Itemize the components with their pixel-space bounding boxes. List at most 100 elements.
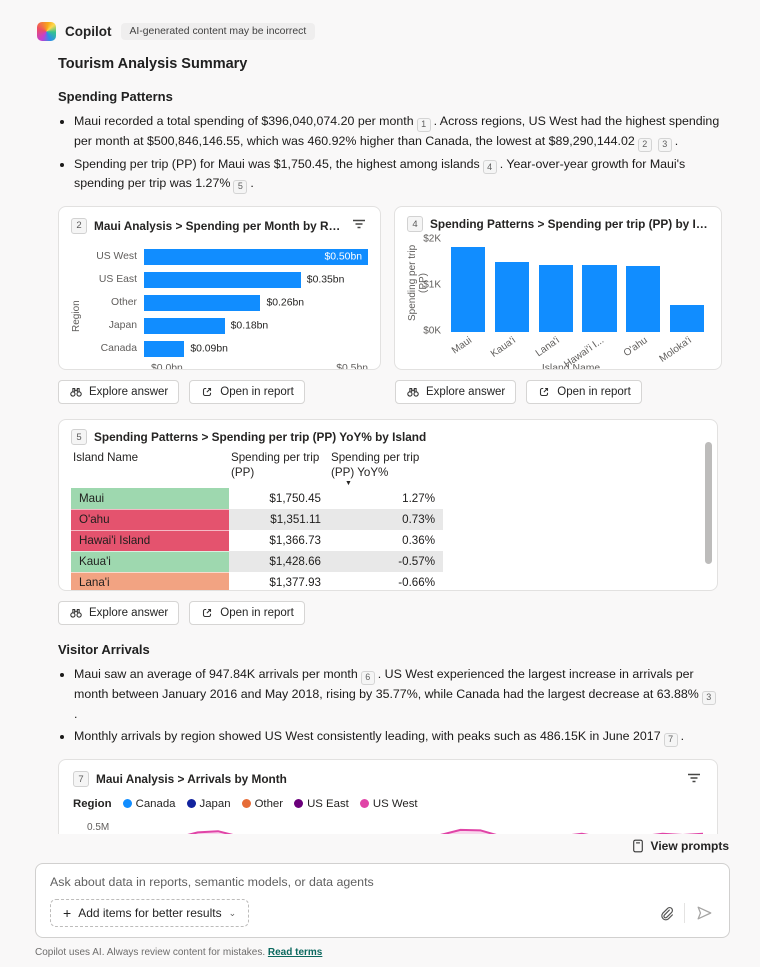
island-cell: Maui — [71, 488, 229, 510]
chat-composer[interactable]: + Add items for better results ⌄ — [35, 863, 730, 938]
table-row-o-ahu[interactable]: O'ahu $1,351.11 0.73% — [71, 509, 443, 531]
bar[interactable] — [144, 340, 185, 357]
bar-column-5 — [621, 234, 665, 333]
x-label-wrap: Kaua'i — [489, 332, 534, 363]
bar-row-us-east: US East $0.35bn — [84, 268, 368, 291]
table-row-lana-i[interactable]: Lana'i $1,377.93 -0.66% — [71, 572, 443, 591]
bullet-text: . — [250, 176, 254, 191]
table-row-hawai-i-island[interactable]: Hawai'i Island $1,366.73 0.36% — [71, 530, 443, 552]
reference-chip[interactable]: 4 — [407, 216, 424, 233]
column-header-yoy-label: Spending per trip (PP) YoY% — [331, 451, 420, 480]
explore-answer-button[interactable]: Explore answer — [58, 380, 180, 405]
open-external-icon — [203, 609, 212, 618]
paperclip-icon — [661, 906, 674, 920]
bar-row-canada: Canada $0.09bn — [84, 337, 368, 360]
bar-value-label: $0.09bn — [190, 343, 228, 355]
explore-answer-button[interactable]: Explore answer — [58, 601, 180, 626]
bar-column-3 — [534, 234, 578, 333]
legend-item-japan[interactable]: Japan — [186, 798, 231, 810]
chevron-down-icon: ⌄ — [228, 907, 237, 918]
bar-value-label: $0.35bn — [306, 274, 345, 286]
bar[interactable] — [669, 305, 705, 333]
reference-chip[interactable]: 2 — [637, 137, 652, 152]
bar[interactable] — [144, 317, 225, 334]
bar[interactable]: $0.50bn — [144, 248, 369, 265]
view-prompts-button[interactable]: View prompts — [0, 836, 760, 856]
bar[interactable] — [626, 266, 661, 333]
legend-dot — [294, 799, 304, 809]
explore-answer-button[interactable]: Explore answer — [395, 380, 517, 405]
bar-track: $0.18bn — [144, 317, 368, 334]
read-terms-link[interactable]: Read terms — [267, 947, 323, 958]
open-in-report-button[interactable]: Open in report — [189, 601, 305, 626]
open-in-report-label: Open in report — [220, 386, 294, 399]
open-in-report-button[interactable]: Open in report — [526, 380, 642, 405]
chart-card-spending-by-region[interactable]: 2 Maui Analysis > Spending per Month by … — [58, 206, 382, 371]
chart-legend: Region Canada Japan Other US East US West — [73, 798, 703, 810]
legend-item-us-west[interactable]: US West — [359, 797, 418, 810]
filter-icon[interactable] — [350, 216, 368, 235]
bullet-text: . — [680, 728, 685, 743]
table-row-maui[interactable]: Maui $1,750.45 1.27% — [71, 488, 443, 510]
bar-column-2 — [490, 234, 534, 333]
legal-disclaimer: Copilot uses AI. Always review content f… — [35, 947, 725, 958]
legend-title: Region — [73, 797, 112, 810]
area-line-us-west[interactable] — [117, 828, 703, 834]
open-in-report-button[interactable]: Open in report — [189, 380, 305, 405]
reference-chip[interactable]: 5 — [71, 429, 87, 446]
reference-chip[interactable]: 2 — [71, 217, 87, 234]
copilot-logo-icon — [37, 22, 56, 41]
table-card-yoy-by-island[interactable]: 5 Spending Patterns > Spending per trip … — [58, 419, 718, 592]
binoculars-icon — [407, 388, 419, 397]
chart-card-spending-per-trip[interactable]: 4 Spending Patterns > Spending per trip … — [394, 206, 722, 371]
bar[interactable] — [144, 294, 261, 311]
table-scrollbar-thumb[interactable] — [705, 442, 712, 565]
legend-item-us-east[interactable]: US East — [294, 798, 349, 810]
chat-scroll-area[interactable]: Copilot AI-generated content may be inco… — [0, 0, 760, 834]
category-label: US West — [96, 251, 137, 263]
table-row-kaua-i[interactable]: Kaua'i $1,428.66 -0.57% — [71, 551, 443, 573]
column-header-island[interactable]: Island Name — [73, 451, 139, 465]
explore-answer-label: Explore answer — [89, 607, 169, 620]
reference-chip[interactable]: 5 — [233, 180, 248, 195]
plus-icon: + — [63, 905, 72, 921]
reference-chip[interactable]: 3 — [701, 690, 716, 705]
reference-chip[interactable]: 7 — [73, 771, 89, 788]
binoculars-icon — [70, 609, 82, 618]
area-plot — [117, 828, 703, 834]
column-header-yoy[interactable]: Spending per trip (PP) YoY% ▼ — [329, 448, 443, 488]
filter-icon[interactable] — [685, 770, 703, 789]
y-tick: $0K — [423, 325, 442, 337]
x-label-wrap: Hawai'i I... — [562, 332, 622, 369]
reference-chip[interactable]: 6 — [360, 671, 375, 686]
bar[interactable] — [450, 246, 486, 333]
bar[interactable] — [494, 262, 529, 333]
legend-item-other[interactable]: Other — [241, 798, 283, 810]
send-button[interactable] — [693, 902, 715, 924]
bar-column-6 — [665, 234, 709, 333]
reference-chip[interactable]: 4 — [482, 160, 497, 175]
reference-chip[interactable]: 3 — [657, 137, 672, 152]
chat-input[interactable] — [50, 875, 715, 889]
visitor-bullets: Maui saw an average of 947.84K arrivals … — [58, 665, 722, 747]
attach-button[interactable] — [655, 903, 676, 924]
bar[interactable] — [538, 264, 573, 333]
bullet-spending-1: Maui recorded a total spending of $396,0… — [74, 112, 722, 152]
legend-label: US West — [372, 797, 418, 810]
explore-answer-label: Explore answer — [89, 386, 169, 399]
column-header-spend[interactable]: Spending per trip (PP) — [231, 451, 320, 480]
bar-row-japan: Japan $0.18bn — [84, 314, 368, 337]
reference-chip[interactable]: 1 — [416, 117, 431, 132]
y-tick: $2K — [423, 233, 442, 245]
spending-bullets: Maui recorded a total spending of $396,0… — [58, 112, 722, 195]
add-items-button[interactable]: + Add items for better results ⌄ — [50, 899, 250, 927]
legend-item-canada[interactable]: Canada — [122, 798, 176, 810]
bar[interactable] — [582, 265, 617, 333]
bullet-text: . — [674, 133, 679, 148]
bar[interactable] — [144, 271, 301, 288]
island-cell: Hawai'i Island — [71, 530, 229, 552]
reference-chip[interactable]: 7 — [663, 732, 678, 747]
island-cell: Lana'i — [71, 572, 229, 591]
chart-card-arrivals-by-month[interactable]: 7 Maui Analysis > Arrivals by Month Regi… — [58, 758, 718, 834]
bar-value-label: $0.18bn — [230, 320, 269, 332]
